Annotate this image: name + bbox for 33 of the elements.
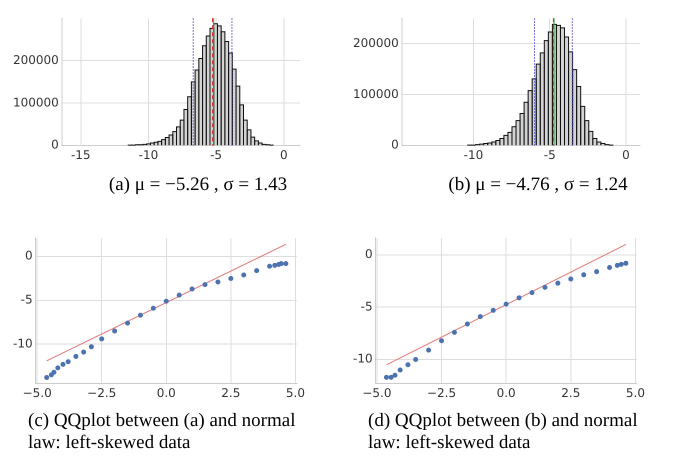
y-tick-label: 0 <box>391 138 399 152</box>
x-tick-label: 0 <box>622 148 630 162</box>
x-tick-label: 0.0 <box>496 386 516 400</box>
x-tick-label: −5.0 <box>22 386 52 400</box>
y-tick-label: 0 <box>364 247 373 262</box>
x-tick-label: 0.0 <box>156 386 176 400</box>
x-tick-label: −5.0 <box>362 386 392 400</box>
x-tick-label: -5 <box>544 148 556 162</box>
y-tick-label: 200000 <box>12 52 59 67</box>
y-tick-label: -5 <box>360 299 373 314</box>
x-tick-label: 0 <box>280 148 288 162</box>
y-tick-label: -10 <box>12 336 33 350</box>
text: (a) μ = −5.26 , σ = 1.43 <box>108 174 288 196</box>
x-tick-label: −2.5 <box>87 386 116 400</box>
x-tick-label: 2.5 <box>561 386 580 400</box>
x-tick-label: -5 <box>210 148 222 162</box>
text: (d) QQplot between (b) and normal law: left-skewed data <box>368 410 639 454</box>
x-tick-label: 5.0 <box>626 386 645 400</box>
x-tick-label: -10 <box>138 148 158 162</box>
y-tick-label: 0 <box>24 248 33 263</box>
x-tick-label: 5.0 <box>286 386 305 400</box>
y-tick-label: 100000 <box>12 95 59 110</box>
text: (b) μ = −4.76 , σ = 1.24 <box>447 174 629 196</box>
y-tick-label: -10 <box>352 352 373 366</box>
x-tick-label: -15 <box>70 148 91 162</box>
x-tick-label: 2.5 <box>221 386 240 400</box>
y-tick-label: -5 <box>20 292 33 307</box>
x-tick-label: -10 <box>464 148 484 162</box>
y-tick-label: 200000 <box>352 36 399 50</box>
y-tick-label: 100000 <box>352 86 399 101</box>
text: (c) QQplot between (a) and normal law: left-skewed data <box>28 410 296 454</box>
y-tick-label: 0 <box>51 138 59 152</box>
x-tick-label: −2.5 <box>426 386 456 400</box>
